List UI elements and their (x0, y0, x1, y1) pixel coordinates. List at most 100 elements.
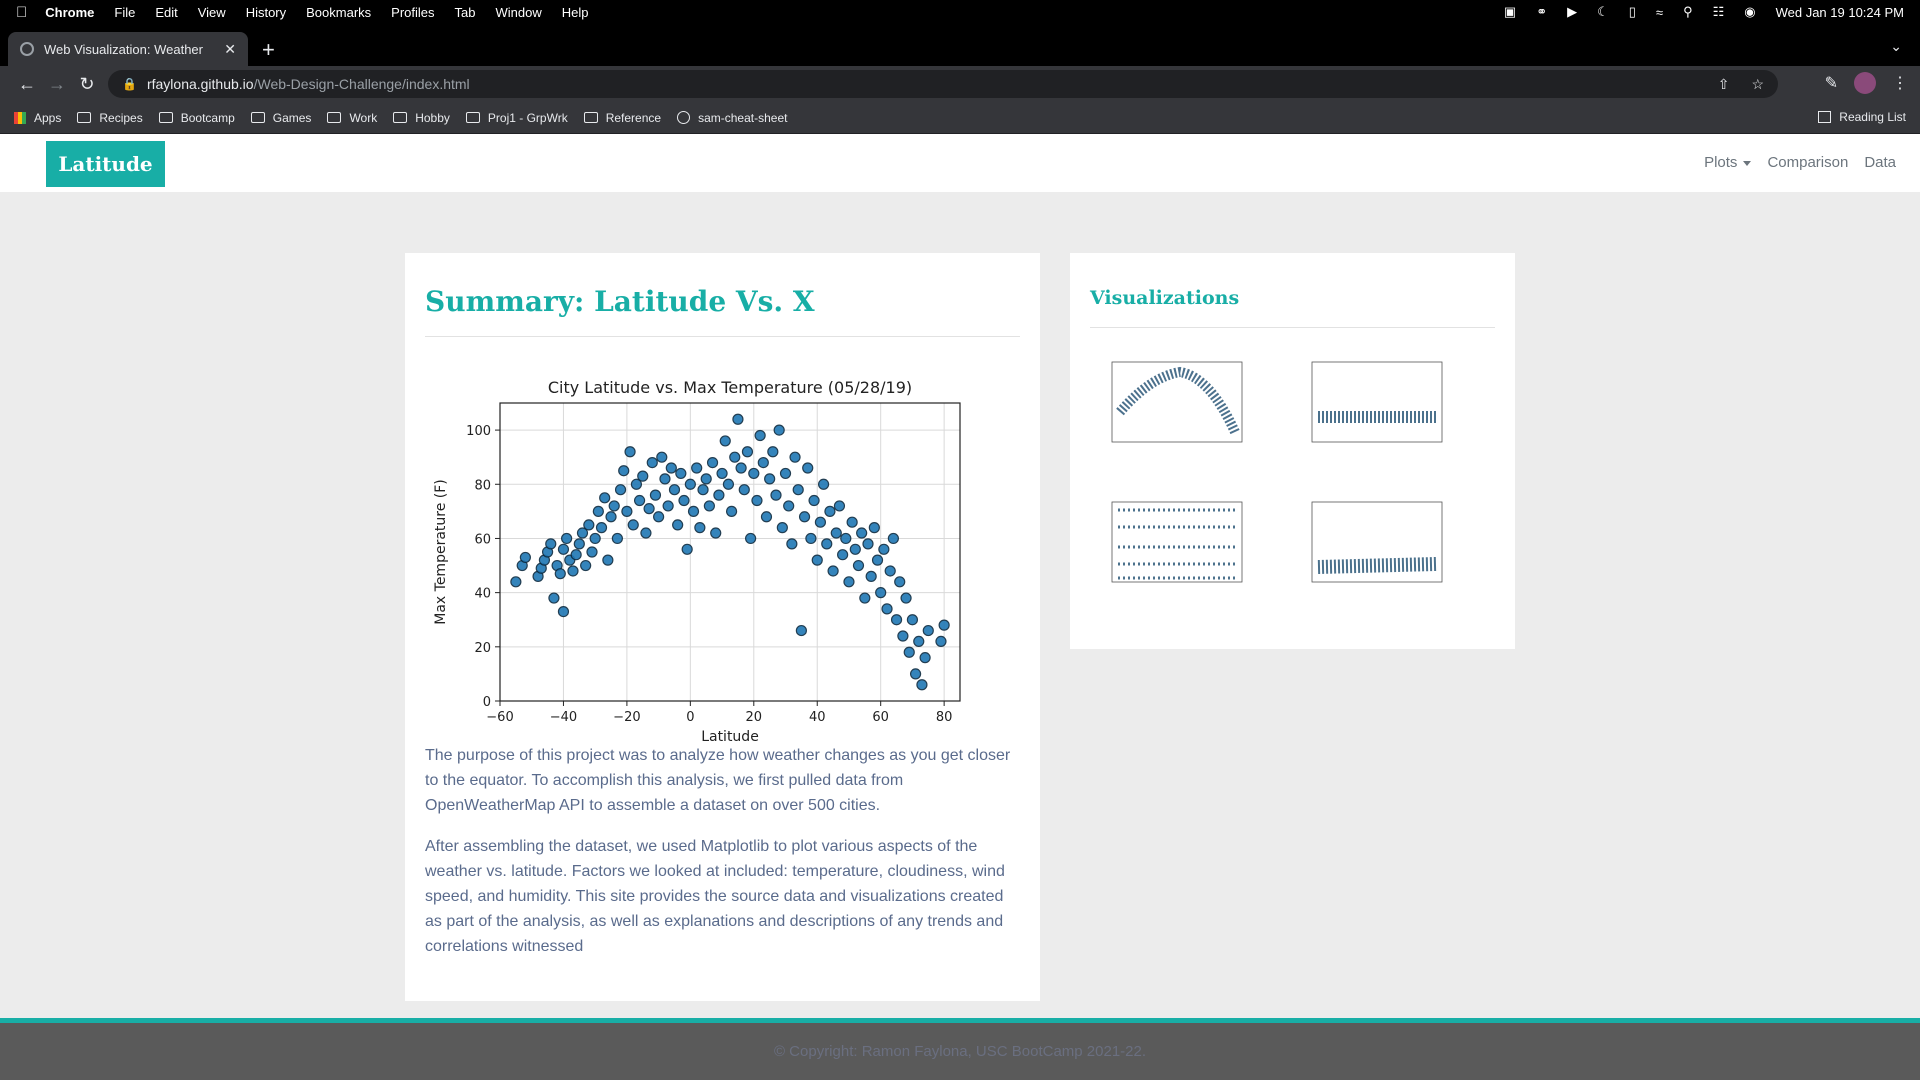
bookmark-bootcamp[interactable]: Bootcamp (158, 111, 235, 125)
bookmark-proj1[interactable]: Proj1 - GrpWrk (465, 111, 568, 125)
data-point (856, 527, 868, 539)
data-point (627, 519, 639, 531)
menu-app[interactable]: Chrome (34, 4, 94, 20)
bookmark-recipes[interactable]: Recipes (77, 111, 143, 125)
data-point (561, 532, 573, 545)
folder-icon (583, 112, 598, 123)
bookmark-label: Apps (34, 110, 62, 125)
data-point (938, 619, 950, 631)
data-point (557, 606, 570, 618)
thumb-wind-speed[interactable] (1290, 492, 1460, 602)
data-point (567, 565, 579, 577)
data-point (830, 527, 842, 539)
bookmark-games[interactable]: Games (250, 111, 311, 125)
chevron-down-icon[interactable]: ⌄ (1890, 38, 1902, 54)
menu-tab[interactable]: Tab (443, 4, 476, 20)
data-point (599, 492, 611, 504)
headphones-icon[interactable]: ⚭ (1536, 4, 1548, 19)
data-point (653, 511, 665, 523)
menu-window[interactable]: Window (484, 4, 542, 20)
extensions-icon[interactable]: ✎ (1824, 75, 1838, 92)
copyright-text: © Copyright: Ramon Faylona, USC BootCamp… (773, 1043, 1147, 1060)
data-point (548, 592, 560, 604)
battery-icon[interactable]: ▯ (1628, 4, 1636, 19)
nav-data[interactable]: Data (1864, 154, 1896, 171)
menu-help[interactable]: Help (550, 4, 589, 20)
data-point (903, 646, 915, 658)
menu-bookmarks[interactable]: Bookmarks (294, 4, 371, 20)
data-point (592, 505, 604, 517)
data-point (738, 484, 750, 496)
new-tab-icon[interactable]: + (262, 37, 275, 62)
menu-file[interactable]: File (103, 4, 135, 20)
bookmark-sam-cheat-sheet[interactable]: sam-cheat-sheet (677, 111, 787, 125)
search-icon[interactable]: ⚲ (1683, 4, 1693, 19)
x-tick-label: 40 (809, 710, 826, 725)
menu-history[interactable]: History (234, 4, 286, 20)
apple-icon[interactable]:  (16, 4, 27, 21)
folder-icon (327, 112, 342, 123)
clock[interactable]: Wed Jan 19 10:24 PM (1775, 4, 1904, 20)
bookmark-label: Work (349, 110, 378, 125)
control-center-icon[interactable]: ☷ (1712, 4, 1725, 19)
kebab-menu-icon[interactable]: ⋮ (1892, 75, 1908, 92)
avatar[interactable] (1854, 72, 1876, 94)
data-point (795, 624, 807, 637)
share-icon[interactable]: ⇧ (1717, 75, 1730, 92)
siri-icon[interactable]: ◉ (1744, 4, 1756, 19)
menu-view[interactable]: View (186, 4, 226, 20)
brand-logo[interactable]: Latitude (46, 141, 165, 187)
data-point (935, 635, 947, 647)
nav-plots-dropdown[interactable]: Plots (1704, 154, 1752, 171)
wifi-icon[interactable]: ≈ (1655, 4, 1664, 20)
globe-icon (20, 42, 34, 56)
video-icon[interactable]: ▣ (1503, 4, 1517, 19)
y-tick-label: 60 (474, 532, 491, 547)
data-point (757, 456, 769, 469)
data-point (859, 592, 871, 604)
data-point (618, 465, 630, 477)
url-host: rfaylona.github.io (146, 76, 254, 92)
bookmark-apps[interactable]: Apps (14, 111, 61, 125)
reload-icon[interactable]: ↻ (79, 73, 95, 94)
summary-paragraph-1: The purpose of this project was to analy… (425, 747, 1011, 814)
data-point (773, 424, 785, 436)
address-bar[interactable]: 🔒 rfaylona.github.io/Web-Design-Challeng… (108, 70, 1778, 98)
data-point (890, 614, 903, 626)
data-point (786, 538, 798, 550)
data-point (897, 630, 909, 642)
thumb-cloudiness[interactable] (1090, 492, 1260, 602)
play-icon[interactable]: ▶ (1567, 4, 1578, 19)
max-temp-chart[interactable]: −60 −40 −20 0 20 40 60 80 0 20 40 60 80 100 City Latit… (425, 361, 985, 745)
x-tick-label: 60 (872, 710, 889, 725)
star-icon[interactable]: ☆ (1751, 75, 1764, 92)
x-tick-label: −40 (550, 710, 577, 725)
bookmark-hobby[interactable]: Hobby (393, 111, 450, 125)
menu-profiles[interactable]: Profiles (379, 4, 434, 20)
apps-grid-icon (14, 111, 26, 124)
data-point (719, 435, 731, 447)
tab-active[interactable]: Web Visualization: Weather ✕ (8, 32, 248, 66)
bookmark-reference[interactable]: Reference (583, 111, 661, 125)
thumb-humidity[interactable] (1290, 352, 1460, 462)
folder-icon (250, 112, 265, 123)
footer: © Copyright: Ramon Faylona, USC BootCamp… (0, 1018, 1920, 1080)
reading-list-button[interactable]: Reading List (1818, 110, 1906, 124)
thumb-max-temp[interactable] (1090, 352, 1260, 462)
data-point (595, 522, 608, 534)
data-point (519, 551, 531, 564)
os-menubar:  Chrome File Edit View History Bookmark… (0, 0, 1920, 24)
moon-icon[interactable]: ☾ (1597, 4, 1609, 19)
nav-comparison[interactable]: Comparison (1767, 154, 1849, 171)
bookmark-work[interactable]: Work (327, 111, 377, 125)
data-point (735, 462, 747, 474)
data-point (871, 554, 884, 566)
folder-icon (158, 112, 173, 123)
lock-icon[interactable]: 🔒 (122, 77, 137, 91)
data-point (713, 489, 725, 501)
back-icon[interactable]: ← (18, 73, 36, 94)
menu-edit[interactable]: Edit (144, 4, 177, 20)
page-title: Summary: Latitude Vs. X (425, 285, 815, 318)
close-icon[interactable]: ✕ (224, 40, 236, 57)
forward-icon[interactable]: → (48, 73, 66, 94)
